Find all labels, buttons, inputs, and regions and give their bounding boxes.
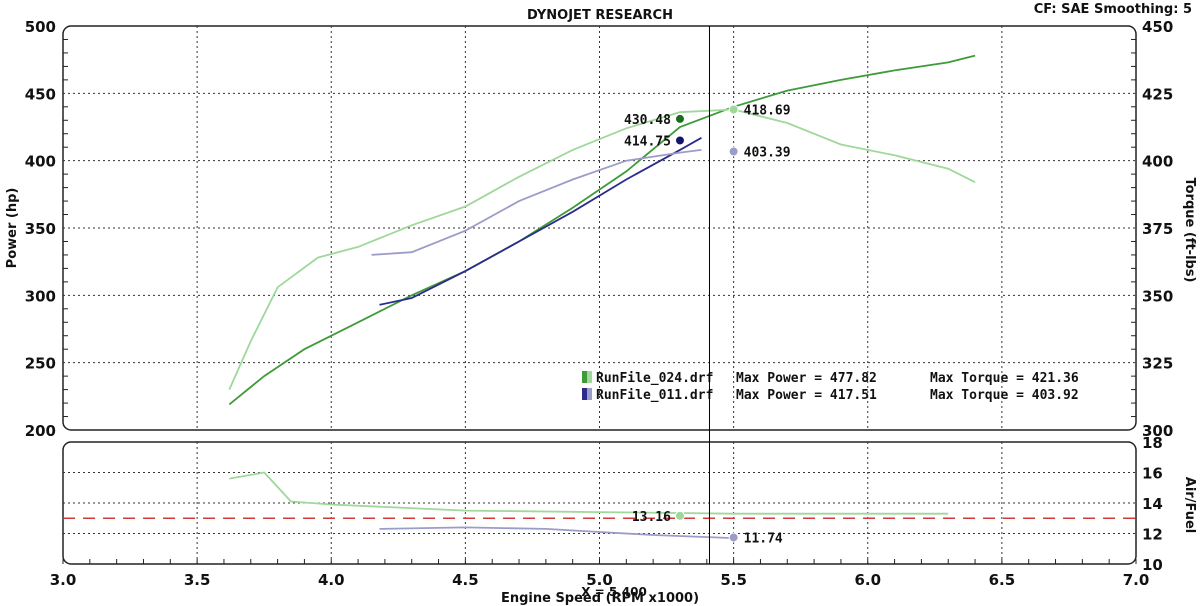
air-fuel-tick-label: 10 — [1142, 556, 1163, 574]
legend: RunFile_024.drf Max Power = 477.82 Max Tor… — [582, 371, 1079, 403]
data-marker — [674, 135, 685, 146]
legend-swatch — [582, 388, 587, 400]
air-fuel-tick-label: 16 — [1142, 465, 1163, 483]
engine-speed-axis-label: Engine Speed (RPM x1000) — [501, 591, 699, 606]
power-axis-ticks: 200 250 300 350 400 450 500 — [25, 18, 56, 440]
legend-swatch — [582, 371, 587, 383]
engine-speed-ticks: 3.0 3.5 4.0 4.5 5.0 5.5 6.0 6.5 7.0 — [50, 571, 1150, 589]
data-marker — [674, 510, 685, 521]
torque-tick-label: 350 — [1142, 287, 1173, 305]
engine-speed-tick-label: 3.0 — [50, 571, 77, 589]
torque-axis-ticks: 300 325 350 375 400 425 450 — [1142, 18, 1173, 440]
power-tick-label: 200 — [25, 422, 56, 440]
air-fuel-tick-label: 14 — [1142, 495, 1163, 513]
power-tick-label: 250 — [25, 355, 56, 373]
marker-label: 418.69 — [744, 103, 791, 118]
legend-swatch — [587, 371, 592, 383]
torque-tick-label: 375 — [1142, 220, 1173, 238]
engine-speed-tick-label: 6.5 — [989, 571, 1016, 589]
power-tick-label: 450 — [25, 85, 56, 103]
marker-label: 430.48 — [624, 113, 671, 128]
marker-label: 13.16 — [632, 510, 671, 525]
torque-tick-label: 450 — [1142, 18, 1173, 36]
data-marker — [728, 532, 739, 543]
marker-label: 11.74 — [744, 531, 783, 546]
torque-tick-label: 300 — [1142, 422, 1173, 440]
torque-tick-label: 400 — [1142, 153, 1173, 171]
power-torque-markers: 430.48 418.69 414.75 403.39 — [624, 103, 791, 160]
cursor-readout: X = 5.400 — [581, 585, 647, 599]
data-marker — [728, 104, 739, 115]
chart-title: DYNOJET RESEARCH — [527, 8, 673, 23]
engine-speed-tick-label: 4.5 — [452, 571, 479, 589]
engine-speed-tick-label: 5.0 — [586, 571, 613, 589]
legend-max-torque: Max Torque = 421.36 — [930, 371, 1079, 386]
data-marker — [728, 146, 739, 157]
marker-label: 414.75 — [624, 134, 671, 149]
power-axis-label: Power (hp) — [5, 188, 20, 269]
marker-label: 403.39 — [744, 146, 791, 161]
engine-speed-tick-label: 4.0 — [318, 571, 345, 589]
legend-max-torque: Max Torque = 403.92 — [930, 388, 1079, 403]
power-torque-panel: 200 250 300 350 400 450 500 300 325 350 375 400 425… — [25, 18, 1174, 440]
legend-max-power: Max Power = 417.51 — [736, 388, 877, 403]
chart-settings: CF: SAE Smoothing: 5 — [1034, 2, 1192, 17]
air-fuel-axis-ticks: 10 12 14 16 18 — [1142, 434, 1163, 574]
power-tick-label: 400 — [25, 153, 56, 171]
legend-swatch — [587, 388, 592, 400]
legend-max-power: Max Power = 477.82 — [736, 371, 877, 386]
torque-tick-label: 425 — [1142, 85, 1173, 103]
series-line-afr — [229, 471, 949, 515]
torque-tick-label: 325 — [1142, 355, 1173, 373]
engine-speed-tick-label: 6.0 — [854, 571, 881, 589]
air-fuel-axis-label: Air/Fuel — [1182, 477, 1197, 533]
engine-speed-tick-label: 5.5 — [720, 571, 747, 589]
air-fuel-panel: 10 12 14 16 18 13.16 11.74 — [62, 434, 1163, 574]
power-tick-label: 350 — [25, 220, 56, 238]
power-tick-label: 300 — [25, 287, 56, 305]
power-torque-series — [228, 54, 976, 406]
legend-file: RunFile_011.drf — [596, 388, 713, 403]
engine-speed-tick-label: 3.5 — [184, 571, 211, 589]
air-fuel-tick-label: 18 — [1142, 434, 1163, 452]
series-line-afr — [379, 526, 734, 539]
air-fuel-grid — [62, 442, 1137, 564]
air-fuel-tick-label: 12 — [1142, 526, 1163, 544]
torque-axis-label: Torque (ft-lbs) — [1182, 177, 1197, 282]
air-fuel-markers: 13.16 11.74 — [632, 510, 783, 547]
air-fuel-series — [63, 471, 1136, 539]
power-tick-label: 500 — [25, 18, 56, 36]
power-torque-grid — [63, 26, 1136, 430]
series-line-torque — [228, 108, 976, 390]
engine-speed-tick-label: 7.0 — [1123, 571, 1150, 589]
data-marker — [674, 113, 685, 124]
series-line-power — [228, 54, 976, 406]
series-line-torque — [371, 149, 702, 256]
legend-file: RunFile_024.drf — [596, 371, 713, 386]
